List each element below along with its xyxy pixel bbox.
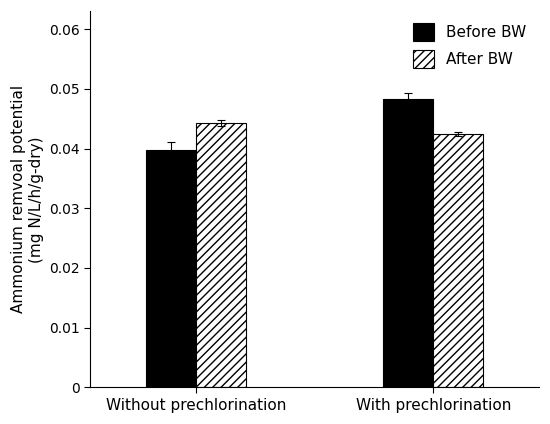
Bar xyxy=(383,99,433,388)
Bar xyxy=(433,134,483,388)
Bar xyxy=(146,150,196,388)
Bar xyxy=(196,123,246,388)
Y-axis label: Ammonium remvoal potential
(mg N/L/h/g-dry): Ammonium remvoal potential (mg N/L/h/g-d… xyxy=(11,85,43,313)
Legend: Before BW, After BW: Before BW, After BW xyxy=(408,19,531,73)
